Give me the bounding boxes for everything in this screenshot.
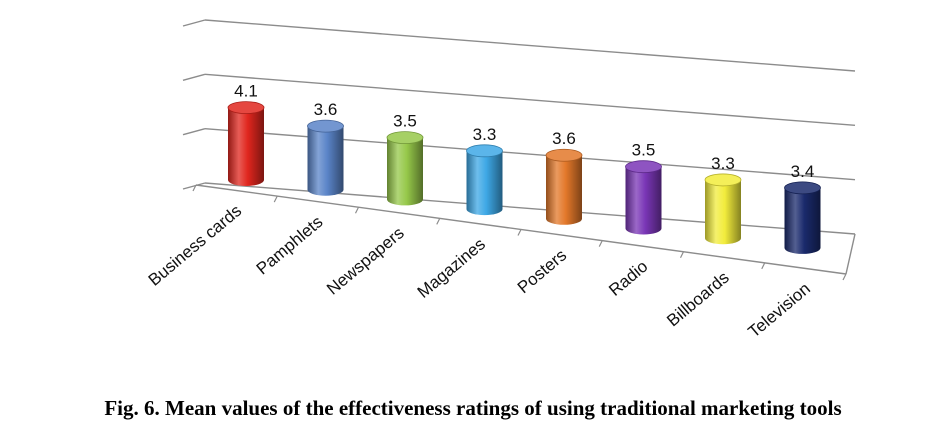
category-label: Newspapers <box>323 223 408 298</box>
chart-plot: 4.1 3.6 3.5 3.3 3.6 3.5 3.3 3.4 Business cards Pa… <box>145 19 856 342</box>
bar-top <box>227 101 265 115</box>
bar-top <box>784 181 821 195</box>
data-label: 3.5 <box>393 112 417 131</box>
category-label: Radio <box>605 257 651 300</box>
data-label: 3.4 <box>791 162 815 181</box>
gridlines <box>182 19 856 235</box>
category-label: Billboards <box>663 268 732 331</box>
bars: 4.1 3.6 3.5 3.3 3.6 3.5 3.3 3.4 <box>227 82 821 254</box>
category-tick <box>761 262 766 270</box>
bar-television <box>784 187 821 254</box>
data-label: 4.1 <box>234 82 258 101</box>
bar-business-cards <box>228 107 264 186</box>
bar-top <box>704 173 742 187</box>
bar-billboards <box>705 179 741 245</box>
gridline <box>204 19 856 72</box>
category-label: Pamphlets <box>253 212 327 278</box>
bar-newspapers <box>387 137 423 206</box>
data-label: 3.6 <box>552 129 576 148</box>
category-tick <box>436 218 441 225</box>
category-label: Posters <box>514 246 570 298</box>
bar-magazines <box>466 150 503 216</box>
category-label: Magazines <box>414 234 489 301</box>
bar-top <box>386 131 424 144</box>
figure-caption: Fig. 6. Mean values of the effectiveness… <box>104 396 842 420</box>
gridline <box>204 73 856 127</box>
gridline-side <box>182 19 206 27</box>
category-tick <box>598 240 603 247</box>
category-tick <box>354 206 360 214</box>
gridline-side <box>182 127 206 136</box>
category-tick <box>273 195 278 203</box>
category-tick <box>192 184 197 192</box>
category-tick <box>679 251 685 259</box>
data-label: 3.6 <box>314 100 338 119</box>
bar-top <box>466 144 503 158</box>
bar-top <box>545 148 583 162</box>
gridline <box>204 127 856 181</box>
data-label: 3.5 <box>632 141 656 160</box>
bar-top <box>307 119 344 133</box>
category-tick <box>842 273 847 281</box>
category-label: Business cards <box>145 201 246 290</box>
category-tick <box>517 229 522 236</box>
bar-radio <box>625 166 662 235</box>
chart-floor <box>192 184 856 281</box>
data-label: 3.3 <box>711 154 735 173</box>
bar-posters <box>546 155 582 225</box>
gridline-side <box>182 73 206 82</box>
data-label: 3.3 <box>473 125 497 144</box>
gridline-side <box>182 182 206 190</box>
bar-pamphlets <box>307 126 344 196</box>
bar-top <box>625 160 662 174</box>
floor-right-edge <box>845 233 856 275</box>
category-label: Television <box>745 279 814 342</box>
